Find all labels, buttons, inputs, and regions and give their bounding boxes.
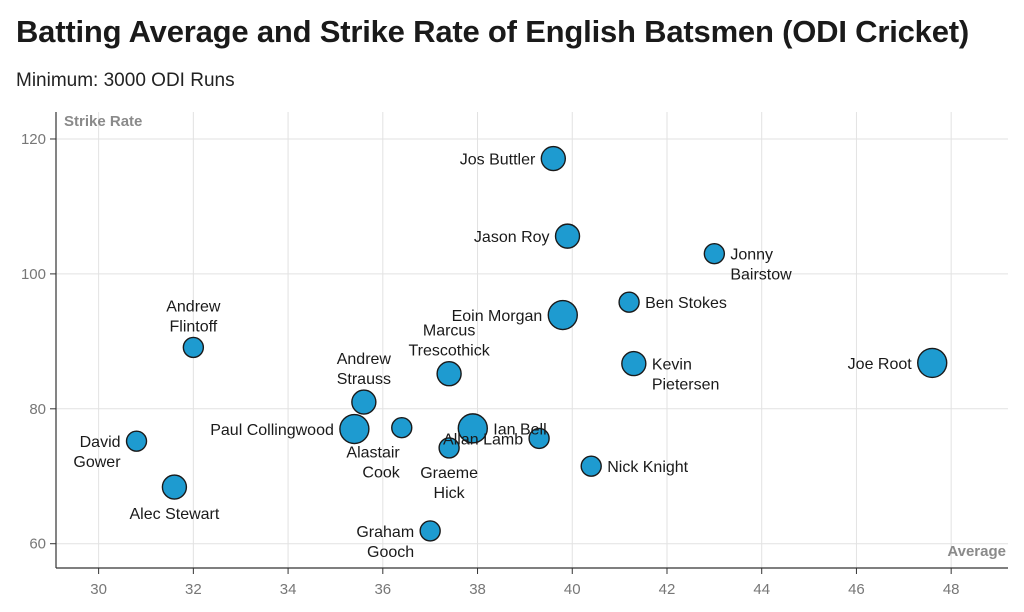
data-point[interactable] [540, 145, 567, 172]
data-label: Andrew Flintoff [166, 298, 221, 335]
data-point[interactable] [580, 455, 602, 477]
data-point[interactable] [618, 291, 640, 313]
data-point[interactable] [547, 299, 578, 331]
x-tick-label: 38 [469, 581, 486, 598]
data-label: Ian Bell [493, 421, 546, 438]
x-tick-label: 42 [659, 581, 676, 598]
data-point[interactable] [125, 430, 148, 452]
data-label: Nick Knight [607, 459, 688, 476]
y-tick-label: 100 [21, 266, 46, 283]
data-point[interactable] [528, 427, 550, 450]
x-tick-label: 40 [564, 581, 581, 598]
axes: 30 32 34 36 38 40 42 44 46 48 60 80 100 120 [21, 112, 1008, 598]
data-point[interactable] [917, 347, 948, 379]
chart-title: Batting Average and Strike Rate of Engli… [16, 14, 969, 49]
data-point[interactable] [182, 336, 205, 359]
data-points [125, 145, 948, 542]
data-label: Paul Collingwood [210, 422, 334, 439]
data-point[interactable] [438, 437, 460, 459]
data-label: Ben Stokes [645, 295, 727, 312]
x-tick-label: 48 [943, 581, 960, 598]
data-label: Kevin Pietersen [652, 357, 720, 394]
x-tick-label: 34 [280, 581, 297, 598]
data-label: Alastair Cook [346, 445, 400, 482]
y-tick-label: 60 [29, 536, 46, 553]
data-label: Graham Gooch [356, 524, 414, 561]
data-label: Jason Roy [474, 229, 550, 246]
y-axis-title: Strike Rate [64, 113, 142, 130]
data-point[interactable] [419, 520, 441, 542]
data-label: Graeme Hick [420, 465, 478, 502]
x-tick-label: 32 [185, 581, 202, 598]
data-point[interactable] [703, 242, 726, 265]
data-point[interactable] [554, 223, 581, 249]
data-point[interactable] [391, 416, 413, 439]
data-point[interactable] [457, 413, 488, 444]
data-label: Alec Stewart [130, 506, 220, 523]
data-point[interactable] [351, 389, 377, 415]
data-point[interactable] [436, 361, 462, 387]
data-point[interactable] [161, 474, 188, 500]
data-label: Eoin Morgan [452, 308, 543, 325]
data-point[interactable] [621, 350, 647, 377]
data-label: Jonny Bairstow [730, 247, 792, 284]
data-label: Jos Buttler [460, 152, 536, 169]
data-label: David Gower [73, 434, 121, 471]
y-tick-label: 120 [21, 131, 46, 148]
grid-lines [56, 112, 1008, 568]
x-tick-label: 46 [848, 581, 865, 598]
x-tick-label: 30 [90, 581, 107, 598]
data-label: Joe Root [848, 356, 913, 373]
x-axis-title: Average [947, 543, 1006, 560]
data-label: Allan Lamb [443, 431, 523, 448]
x-tick-label: 44 [753, 581, 770, 598]
data-label: Andrew Strauss [337, 351, 392, 388]
chart-subtitle: Minimum: 3000 ODI Runs [16, 70, 235, 91]
data-label: Marcus Trescothick [409, 323, 491, 360]
x-tick-label: 36 [374, 581, 391, 598]
y-tick-label: 80 [29, 401, 46, 418]
data-point[interactable] [339, 413, 370, 445]
